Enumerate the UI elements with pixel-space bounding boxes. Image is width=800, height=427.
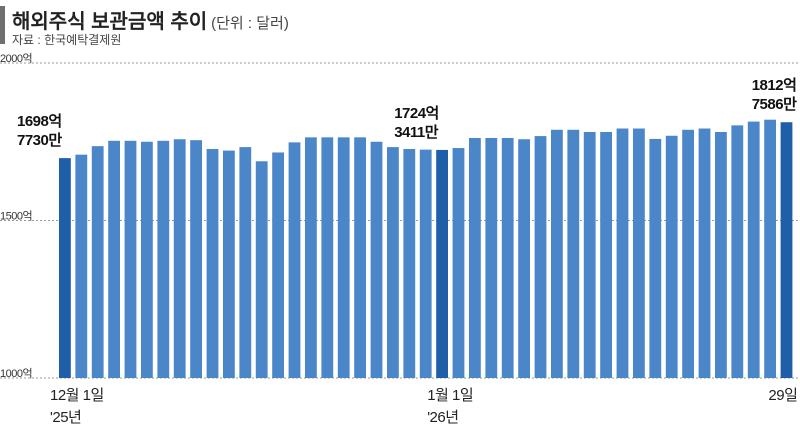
bar-15	[305, 137, 317, 378]
bar-1	[75, 154, 88, 378]
bar-40	[715, 131, 727, 378]
bar-layer	[59, 119, 793, 379]
bar-6	[157, 140, 170, 378]
unit-label: (단위 : 달러)	[211, 15, 289, 32]
data-label-0-1: 7730만	[17, 132, 62, 149]
bar-4	[124, 140, 137, 378]
bar-3	[108, 140, 120, 378]
x-tick-label-23-1: '26년	[427, 409, 458, 426]
bar-12	[255, 161, 268, 378]
bar-31	[567, 129, 580, 378]
bar-35	[633, 128, 645, 378]
bar-21	[403, 148, 416, 378]
bar-29	[534, 136, 547, 378]
label-layer: 12월 1일 '25년 1월 1일 '26년 29일 1698억 7730만 1724억 341…	[17, 76, 798, 426]
bar-32	[583, 131, 596, 378]
x-tick-label-0-0: 12월 1일	[50, 387, 104, 404]
data-label-44-1: 7586만	[752, 96, 797, 113]
bar-9	[206, 148, 219, 378]
bar-10	[223, 150, 235, 378]
bar-13	[272, 152, 284, 378]
data-label-23-1: 3411만	[394, 124, 439, 141]
bar-26	[485, 137, 498, 378]
y-tick-label-2000: 2000억	[0, 52, 32, 65]
bar-28	[518, 139, 530, 378]
bar-16	[321, 137, 334, 378]
x-tick-label-0-1: '25년	[50, 409, 81, 426]
bar-2	[91, 146, 104, 378]
bar-36	[649, 138, 662, 378]
bar-37	[665, 135, 678, 378]
bar-38	[682, 129, 694, 378]
source-label: 자료 : 한국예탁결제원	[12, 33, 122, 47]
bar-19	[370, 141, 383, 378]
bar-20	[387, 147, 399, 378]
bar-30	[551, 129, 563, 378]
bar-23	[436, 149, 448, 378]
bar-24	[452, 148, 465, 378]
bar-33	[600, 131, 612, 378]
bar-5	[141, 141, 153, 378]
bar-0	[59, 158, 71, 378]
y-tick-label-1000: 1000억	[0, 367, 32, 380]
chart-title: 해외주식 보관금액 추이 (단위 : 달러)	[12, 5, 289, 34]
bar-11	[239, 147, 252, 378]
bar-14	[288, 142, 301, 378]
bar-25	[469, 137, 481, 378]
data-label-0-0: 1698억	[17, 112, 62, 130]
y-tick-label-1500: 1500억	[0, 210, 32, 223]
x-tick-label-23-0: 1월 1일	[427, 387, 473, 404]
bar-41	[731, 125, 744, 379]
bar-27	[501, 137, 514, 378]
bar-17	[337, 137, 350, 378]
bar-34	[616, 128, 629, 378]
bar-8	[190, 140, 202, 378]
bar-7	[173, 139, 186, 378]
chart-title-text: 해외주식 보관금액 추이	[12, 11, 208, 33]
bar-44	[780, 122, 793, 378]
bar-43	[764, 119, 776, 378]
data-label-23-0: 1724억	[394, 104, 439, 122]
data-label-44-0: 1812억	[752, 76, 797, 94]
bar-39	[698, 128, 711, 378]
bar-42	[747, 121, 760, 378]
bar-18	[354, 137, 366, 378]
title-accent-bar	[0, 6, 5, 44]
bar-22	[419, 149, 432, 378]
x-tick-label-44-0: 29일	[768, 387, 797, 404]
